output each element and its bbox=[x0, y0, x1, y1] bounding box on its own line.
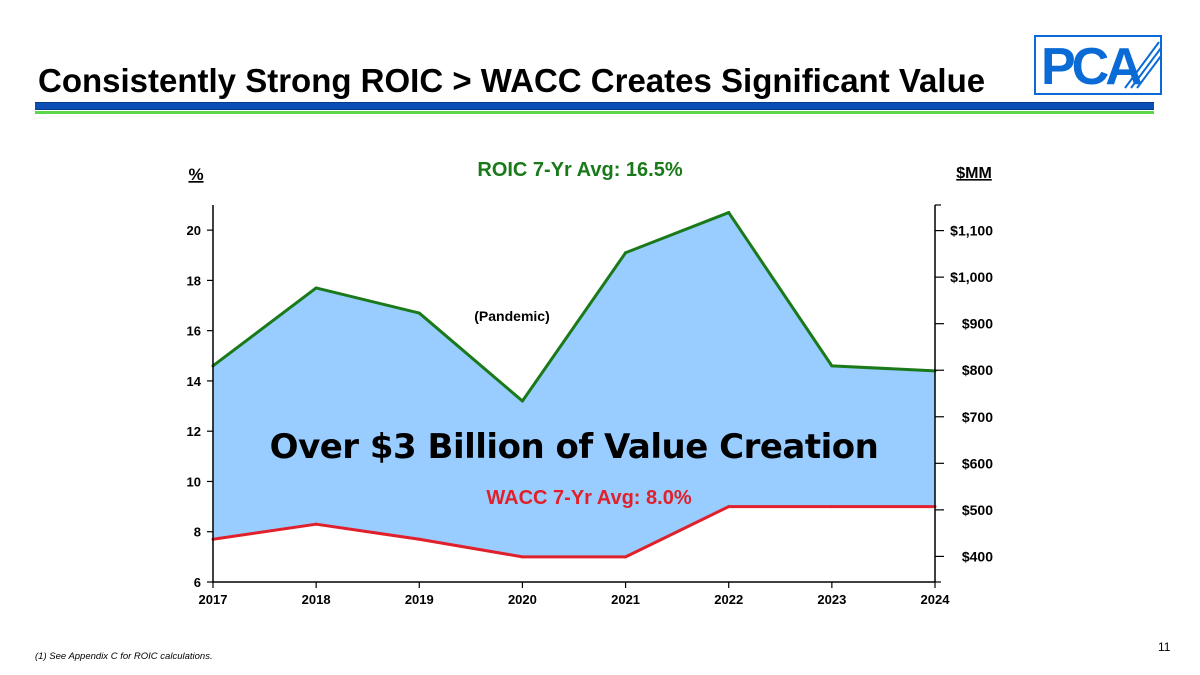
right-tick-label-1100: $1,100 bbox=[950, 223, 993, 239]
right-tick-label-500: $500 bbox=[962, 502, 993, 518]
roic-point-2022 bbox=[727, 211, 731, 215]
left-tick-label-6: 6 bbox=[194, 575, 201, 590]
roic-average-title: ROIC 7-Yr Avg: 16.5% bbox=[477, 159, 682, 181]
left-tick-label-10: 10 bbox=[187, 474, 201, 489]
value-creation-label: Over $3 Billion of Value Creation bbox=[270, 427, 879, 467]
title-underline-green bbox=[35, 111, 1154, 114]
wacc-point-2022 bbox=[727, 505, 731, 509]
roic-point-2020 bbox=[520, 399, 524, 403]
roic-point-2019 bbox=[417, 311, 421, 315]
left-tick-label-8: 8 bbox=[194, 525, 201, 540]
wacc-point-2020 bbox=[520, 555, 524, 559]
wacc-point-2023 bbox=[830, 505, 834, 509]
roic-point-2021 bbox=[624, 251, 628, 255]
wacc-line bbox=[212, 505, 935, 559]
left-tick-label-20: 20 bbox=[187, 223, 201, 238]
right-tick-label-800: $800 bbox=[962, 362, 993, 378]
right-tick-label-700: $700 bbox=[962, 409, 993, 425]
x-tick-label-2022: 2022 bbox=[714, 592, 743, 607]
left-tick-label-18: 18 bbox=[187, 273, 201, 288]
title-underline-blue bbox=[35, 102, 1154, 110]
logo-stripes bbox=[1124, 41, 1162, 89]
footnote: (1) See Appendix C for ROIC calculations… bbox=[35, 651, 213, 662]
x-tick-label-2020: 2020 bbox=[508, 592, 537, 607]
x-tick-label-2024: 2024 bbox=[921, 592, 951, 607]
right-axis-unit: $MM bbox=[956, 165, 992, 182]
pca-logo: PCA bbox=[1034, 35, 1162, 96]
logo-text: PCA bbox=[1041, 38, 1142, 96]
x-tick-label-2019: 2019 bbox=[405, 592, 434, 607]
left-tick-label-16: 16 bbox=[187, 324, 201, 339]
roic-line bbox=[212, 211, 936, 403]
right-tick-label-600: $600 bbox=[962, 455, 993, 471]
left-axis-unit: % bbox=[188, 165, 203, 184]
right-tick-label-400: $400 bbox=[962, 548, 993, 564]
value-creation-area bbox=[213, 212, 935, 557]
wacc-point-2018 bbox=[314, 522, 318, 526]
x-tick-label-2023: 2023 bbox=[817, 592, 846, 607]
wacc-point-2019 bbox=[417, 537, 421, 541]
x-tick-label-2018: 2018 bbox=[302, 592, 331, 607]
left-tick-label-14: 14 bbox=[187, 374, 202, 389]
left-tick-label-12: 12 bbox=[187, 424, 201, 439]
x-tick-label-2017: 2017 bbox=[199, 592, 228, 607]
roic-point-2018 bbox=[314, 286, 318, 290]
right-tick-label-1000: $1,000 bbox=[950, 269, 993, 285]
slide-title: Consistently Strong ROIC > WACC Creates … bbox=[38, 62, 986, 99]
wacc-average-label: WACC 7-Yr Avg: 8.0% bbox=[486, 487, 691, 509]
right-tick-label-900: $900 bbox=[962, 316, 993, 332]
wacc-point-2021 bbox=[624, 555, 628, 559]
page-number: 11 bbox=[1158, 640, 1171, 654]
pandemic-annotation: (Pandemic) bbox=[474, 308, 549, 324]
roic-point-2023 bbox=[830, 364, 834, 368]
x-tick-label-2021: 2021 bbox=[611, 592, 640, 607]
